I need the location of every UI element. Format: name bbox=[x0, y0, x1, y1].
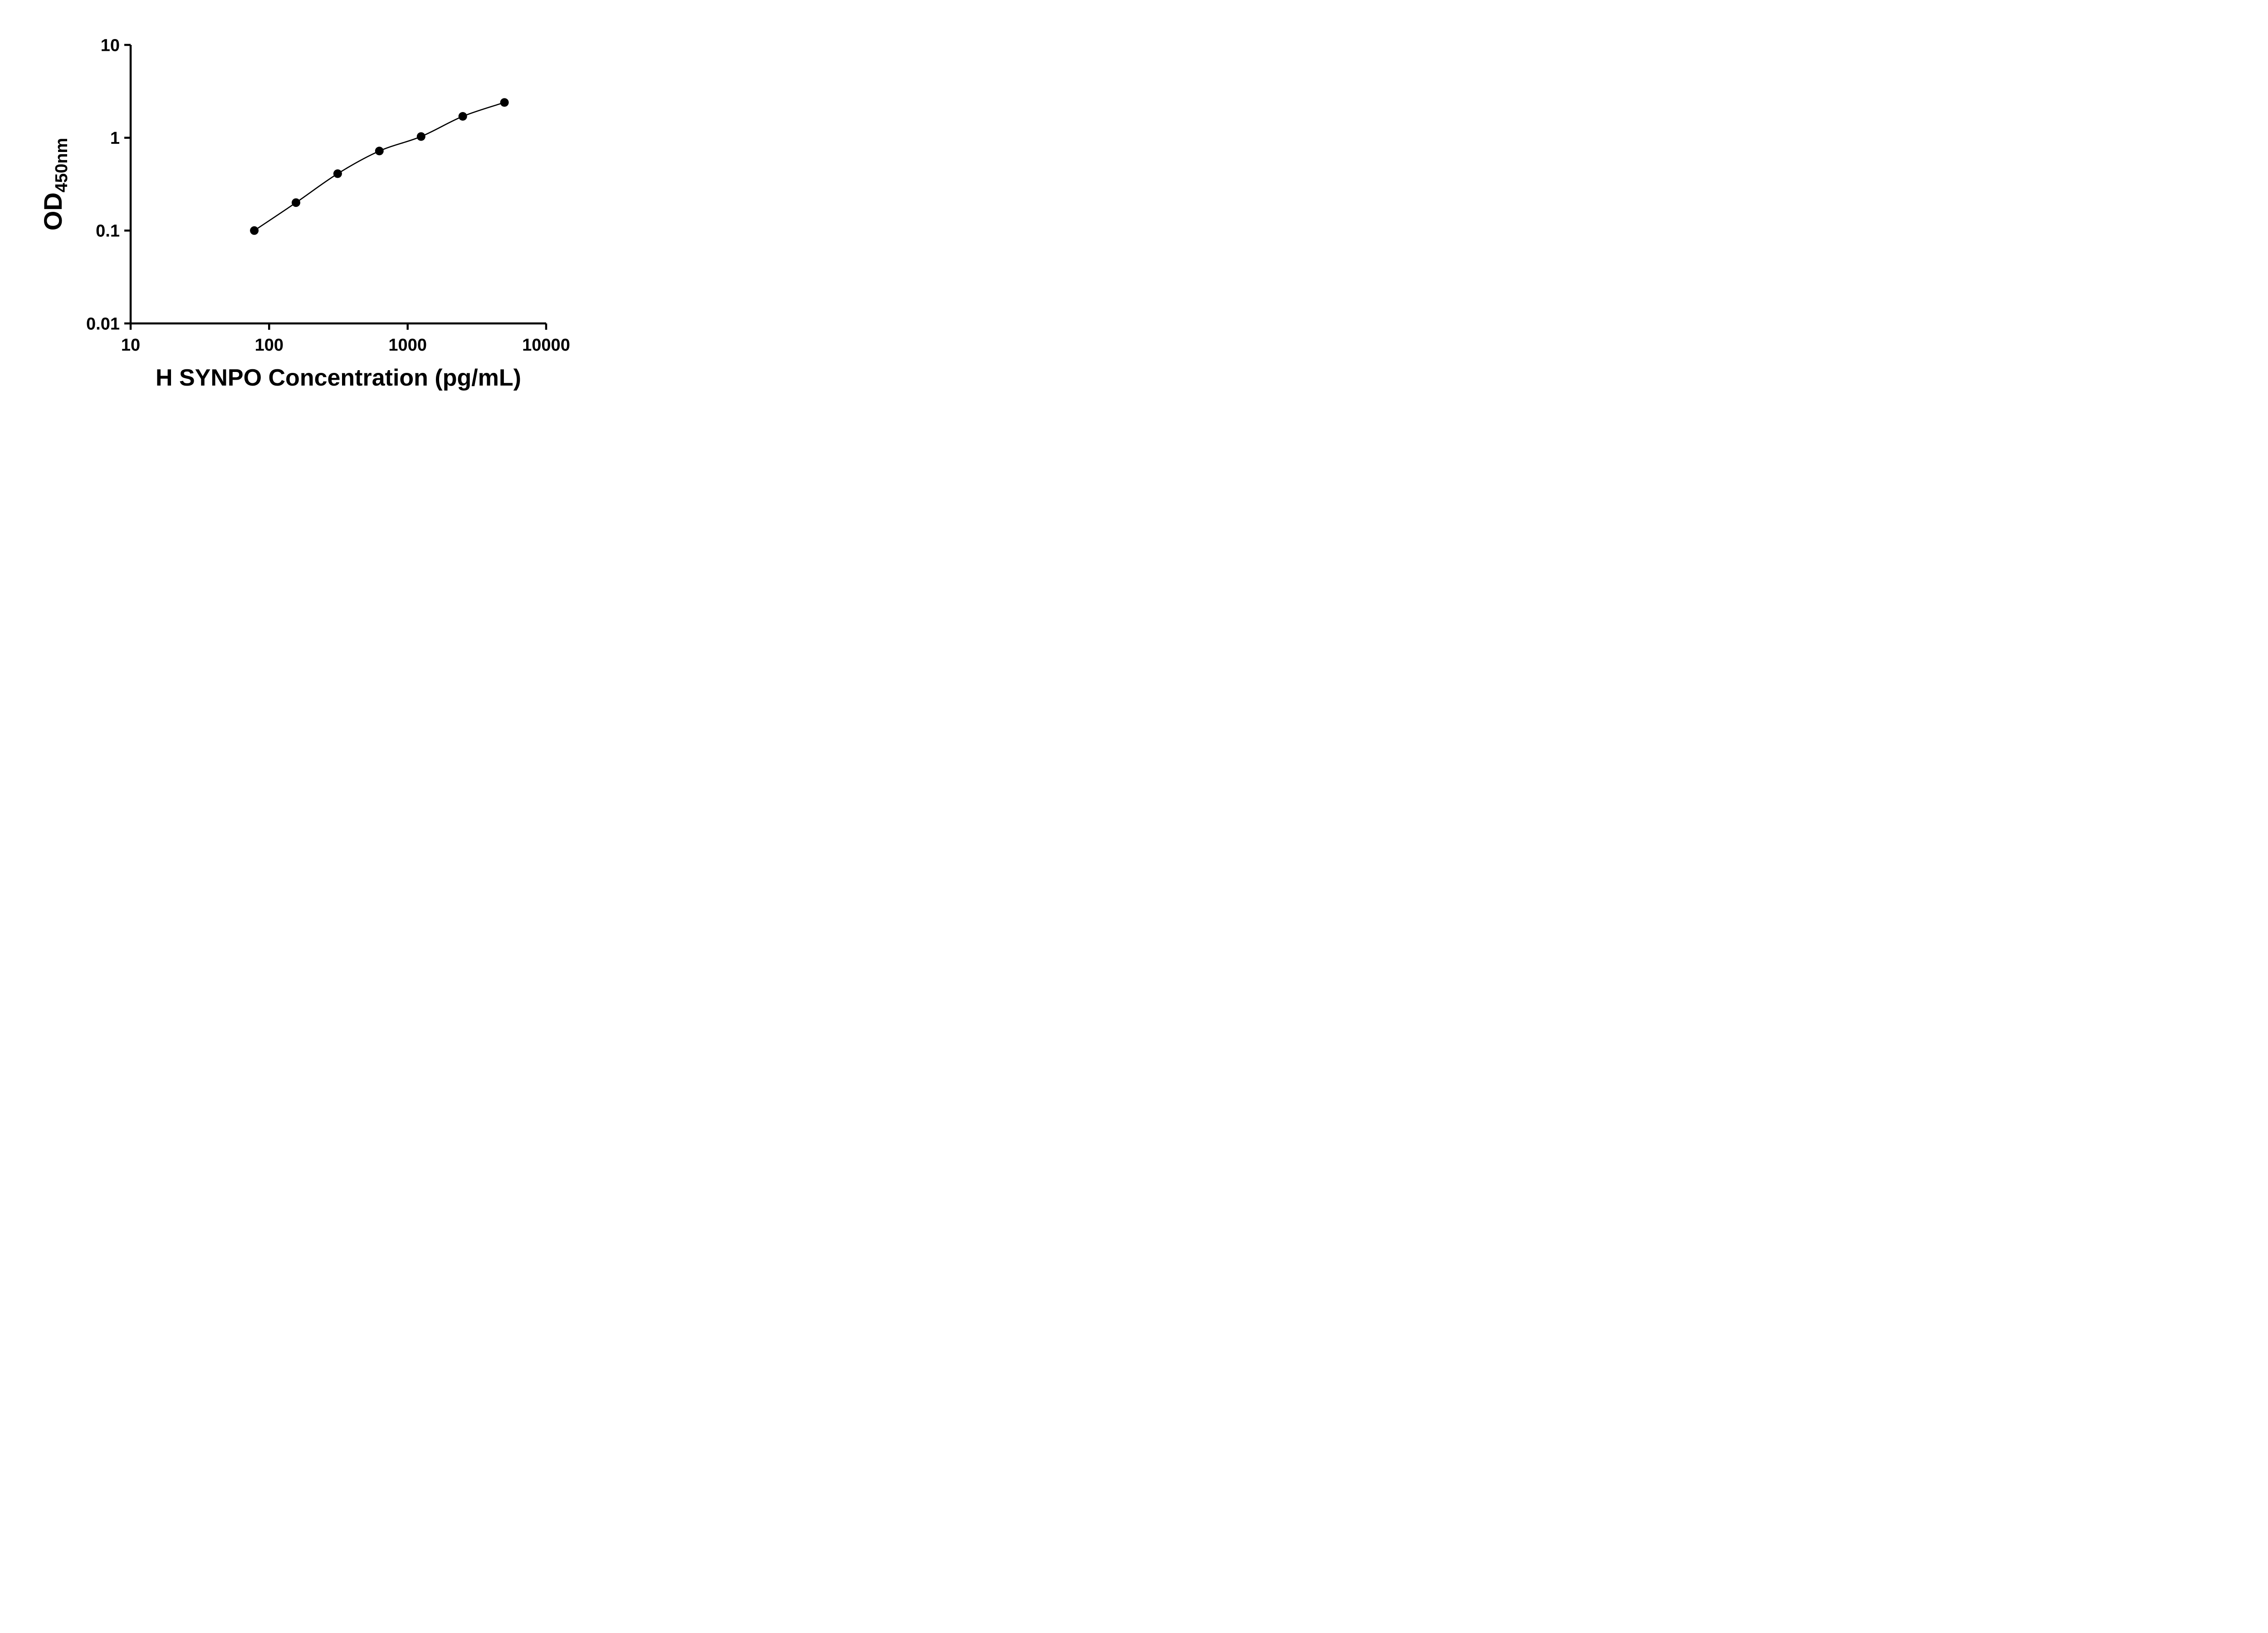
y-tick-label: 0.01 bbox=[86, 314, 120, 333]
data-point bbox=[333, 169, 342, 178]
elisa-standard-curve-figure: 10 100 1000 10000 0.01 0.1 1 10 H SYNPO Concent… bbox=[18, 7, 601, 416]
y-tick-label: 1 bbox=[110, 129, 120, 148]
data-points bbox=[250, 98, 509, 235]
data-point bbox=[375, 147, 384, 156]
fit-curve bbox=[254, 102, 505, 231]
x-tick-label: 1000 bbox=[388, 336, 427, 355]
data-point bbox=[458, 112, 467, 121]
y-tick-label: 10 bbox=[101, 36, 120, 55]
x-tick-label: 100 bbox=[255, 336, 284, 355]
data-point bbox=[250, 226, 259, 235]
data-point bbox=[416, 132, 425, 141]
y-axis-title: OD450nm bbox=[39, 138, 71, 230]
chart-canvas: 10 100 1000 10000 0.01 0.1 1 10 H SYNPO Concent… bbox=[39, 36, 570, 391]
data-point bbox=[292, 198, 300, 207]
x-tick-label: 10000 bbox=[522, 336, 570, 355]
x-axis-title: H SYNPO Concentration (pg/mL) bbox=[156, 365, 521, 391]
y-axis-title-sub: 450nm bbox=[52, 138, 71, 192]
axis-lines bbox=[129, 45, 546, 325]
axes: 10 100 1000 10000 0.01 0.1 1 10 bbox=[86, 36, 570, 355]
data-point bbox=[500, 98, 509, 107]
y-axis-title-main: OD bbox=[39, 192, 67, 230]
fit-curve-path bbox=[254, 102, 505, 231]
x-tick-label: 10 bbox=[121, 336, 140, 355]
y-tick-label: 0.1 bbox=[96, 222, 120, 241]
